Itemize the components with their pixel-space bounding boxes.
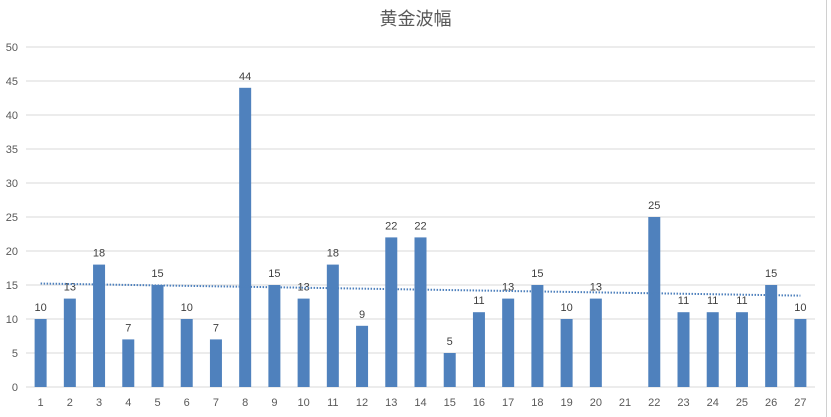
bar <box>385 237 398 387</box>
x-tick-label: 15 <box>444 397 456 409</box>
bar <box>794 319 807 387</box>
x-tick-label: 21 <box>619 397 631 409</box>
data-label: 15 <box>531 268 543 280</box>
x-tick-label: 2 <box>67 397 73 409</box>
y-tick-label: 45 <box>6 76 18 88</box>
data-label: 10 <box>181 302 193 314</box>
data-label: 7 <box>125 322 131 334</box>
y-tick-label: 20 <box>6 246 18 258</box>
data-label: 25 <box>648 200 660 212</box>
x-tick-label: 1 <box>38 397 44 409</box>
data-label: 11 <box>678 295 689 307</box>
bar <box>93 264 106 387</box>
y-tick-label: 30 <box>6 178 18 190</box>
data-label: 13 <box>502 282 514 294</box>
bar <box>531 285 544 387</box>
bar <box>414 237 427 387</box>
x-tick-label: 18 <box>531 397 543 409</box>
x-tick-label: 27 <box>794 397 806 409</box>
x-tick-label: 14 <box>414 397 426 409</box>
data-label: 7 <box>213 322 219 334</box>
bar <box>765 285 778 387</box>
bar <box>356 325 369 387</box>
x-tick-label: 5 <box>154 397 160 409</box>
y-tick-label: 25 <box>6 212 18 224</box>
bar <box>268 285 281 387</box>
sheet-edge <box>826 0 828 417</box>
x-tick-label: 4 <box>125 397 131 409</box>
data-label: 44 <box>239 71 251 83</box>
x-tick-label: 9 <box>271 397 277 409</box>
y-tick-label: 15 <box>6 280 18 292</box>
x-tick-label: 22 <box>648 397 660 409</box>
y-tick-label: 0 <box>12 382 18 394</box>
data-label: 10 <box>34 302 46 314</box>
bar <box>443 353 456 387</box>
bar <box>122 339 135 387</box>
data-label: 10 <box>560 302 572 314</box>
x-tick-label: 6 <box>184 397 190 409</box>
data-label: 9 <box>359 309 365 321</box>
bar <box>706 312 719 387</box>
x-tick-label: 19 <box>560 397 572 409</box>
x-tick-label: 17 <box>502 397 514 409</box>
bar <box>560 319 573 387</box>
data-label: 15 <box>151 268 163 280</box>
bar <box>239 87 252 388</box>
bar <box>589 298 602 387</box>
bar <box>63 298 76 387</box>
data-label: 22 <box>385 220 397 232</box>
x-tick-label: 8 <box>242 397 248 409</box>
data-label: 18 <box>93 248 105 260</box>
x-tick-label: 16 <box>473 397 485 409</box>
x-tick-label: 24 <box>707 397 719 409</box>
x-tick-label: 23 <box>677 397 689 409</box>
y-tick-label: 50 <box>6 42 18 54</box>
data-label: 11 <box>473 295 484 307</box>
y-tick-label: 40 <box>6 110 18 122</box>
data-label: 18 <box>327 248 339 260</box>
x-tick-label: 11 <box>327 397 338 409</box>
bar <box>209 339 222 387</box>
bar <box>180 319 193 387</box>
bar <box>735 312 748 387</box>
x-tick-label: 25 <box>736 397 748 409</box>
data-label: 13 <box>590 282 602 294</box>
y-tick-label: 35 <box>6 144 18 156</box>
data-label: 13 <box>297 282 309 294</box>
data-label: 15 <box>765 268 777 280</box>
bar <box>297 298 310 387</box>
bar <box>472 312 485 387</box>
x-tick-label: 10 <box>297 397 309 409</box>
data-label: 5 <box>447 336 453 348</box>
data-label: 13 <box>64 282 76 294</box>
data-label: 11 <box>736 295 747 307</box>
trendline <box>40 282 801 297</box>
x-tick-label: 12 <box>356 397 368 409</box>
chart-title: 黄金波幅 <box>379 9 452 30</box>
bar <box>326 264 339 387</box>
x-tick-label: 26 <box>765 397 777 409</box>
x-tick-label: 13 <box>385 397 397 409</box>
bar <box>677 312 690 387</box>
data-label: 15 <box>268 268 280 280</box>
data-label: 11 <box>707 295 718 307</box>
data-label: 10 <box>794 302 806 314</box>
bar <box>502 298 515 387</box>
bar <box>34 319 47 387</box>
bar <box>648 217 661 387</box>
data-label: 22 <box>414 220 426 232</box>
x-tick-label: 20 <box>590 397 602 409</box>
x-tick-label: 7 <box>213 397 219 409</box>
y-tick-label: 5 <box>12 348 18 360</box>
bar <box>151 285 164 387</box>
y-tick-label: 10 <box>6 314 18 326</box>
x-tick-label: 3 <box>96 397 102 409</box>
